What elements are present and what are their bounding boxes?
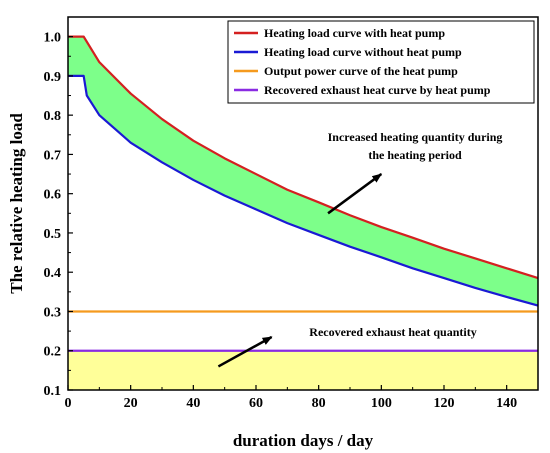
plot-frame [67,16,539,391]
y-tick-label: 0.8 [44,109,62,124]
y-tick-label: 0.9 [44,70,62,85]
x-tick-label: 40 [186,396,200,411]
x-tick-label: 20 [124,396,138,411]
series-lines [68,35,539,352]
x-axis-label: duration days / day [233,431,374,450]
x-tick-label: 100 [371,396,392,411]
legend-label: Recovered exhaust heat curve by heat pum… [264,83,491,97]
legend-box [227,20,535,104]
axis-ticks: 0 20 40 60 80 100 120 140 0.1 0.2 0.3 0.4 0.5 0.6 0.7 0… [44,31,518,411]
y-tick-label: 1.0 [44,31,62,46]
y-tick-label: 0.3 [44,305,62,320]
annotation-text: Increased heating quantity during [328,130,503,144]
x-tick-label: 140 [496,396,517,411]
y-tick-label: 0.7 [44,148,62,163]
increased-heating-area [68,36,538,306]
legend-item: Output power curve of the heat pump [234,64,458,78]
x-tick-label: 80 [312,396,326,411]
y-tick-label: 0.4 [44,266,62,281]
series-line-without-heat-pump [68,74,539,307]
y-tick-label: 0.6 [44,188,62,203]
annotation-arrow [217,335,273,368]
annotation-recovered: Recovered exhaust heat quantity [217,325,477,368]
legend: Heating load curve with heat pump Heating… [227,20,535,104]
y-tick-label: 0.5 [44,227,62,242]
annotation-text: the heating period [368,148,462,162]
x-tick-label: 120 [434,396,455,411]
y-tick-label: 0.2 [44,345,62,360]
annotation-increased: Increased heating quantity during the hea… [327,130,503,215]
legend-item: Heating load curve with heat pump [234,26,445,40]
annotations: Increased heating quantity during the hea… [217,130,503,368]
legend-item: Heating load curve without heat pump [234,45,462,59]
legend-label: Output power curve of the heat pump [264,64,458,78]
legend-item: Recovered exhaust heat curve by heat pum… [234,83,491,97]
series-line-with-heat-pump [68,35,539,280]
area-fills [68,36,538,390]
recovered-exhaust-area [68,350,538,390]
x-tick-label: 60 [249,396,263,411]
annotation-text: Recovered exhaust heat quantity [309,325,476,339]
legend-label: Heating load curve without heat pump [264,45,462,59]
legend-label: Heating load curve with heat pump [264,26,445,40]
y-tick-label: 0.1 [44,384,62,399]
x-tick-label: 0 [65,396,72,411]
annotation-arrow [327,173,383,215]
y-axis-label: The relative heating load [7,113,26,294]
